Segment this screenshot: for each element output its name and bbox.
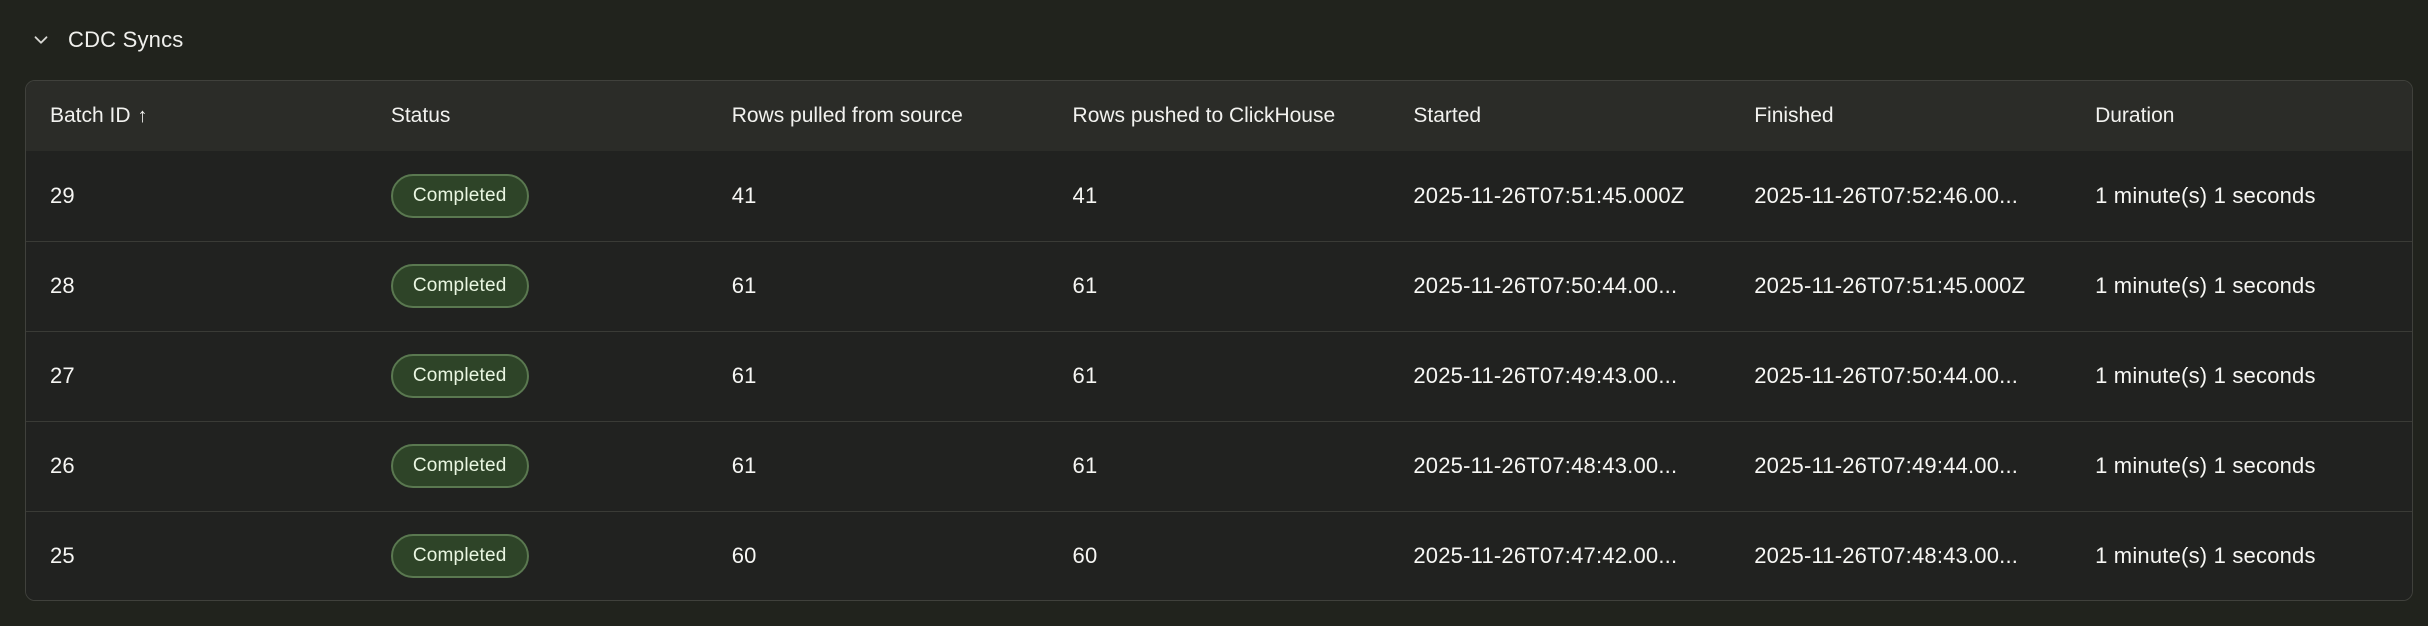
sort-ascending-icon: ↑ — [137, 105, 148, 127]
cell-rows-pushed: 61 — [1072, 273, 1098, 298]
cell-started: 2025-11-26T07:49:43.00... — [1413, 363, 1678, 388]
cell-rows-pulled: 41 — [731, 182, 757, 208]
cell-rows-pushed: 60 — [1072, 543, 1098, 569]
section-header: CDC Syncs — [0, 0, 2428, 56]
table-body: 29 Completed 41 41 2025-11-26T07:51:45.0… — [26, 151, 2412, 600]
column-header-status[interactable]: Status — [390, 104, 451, 127]
cell-rows-pushed: 41 — [1072, 182, 1098, 208]
table-row[interactable]: 29 Completed 41 41 2025-11-26T07:51:45.0… — [26, 151, 2412, 241]
cell-batch-id: 26 — [50, 453, 75, 478]
cell-rows-pushed: 61 — [1072, 363, 1098, 388]
status-badge: Completed — [390, 444, 529, 488]
column-header-rows-pulled[interactable]: Rows pulled from source — [731, 104, 963, 127]
cell-status: Completed — [367, 241, 708, 331]
cell-started: 2025-11-26T07:51:45.000Z — [1413, 182, 1685, 208]
cell-status: Completed — [367, 511, 708, 600]
table-row[interactable]: 25 Completed 60 60 2025-11-26T07:47:42.0… — [26, 511, 2412, 600]
cell-duration: 1 minute(s) 1 seconds — [2095, 182, 2316, 208]
cell-rows-pulled: 60 — [731, 543, 757, 569]
cell-started: 2025-11-26T07:47:42.00... — [1413, 543, 1678, 569]
cell-batch-id: 29 — [50, 182, 75, 208]
cell-rows-pulled: 61 — [731, 453, 757, 478]
status-badge: Completed — [390, 173, 529, 218]
column-label: Batch ID — [50, 104, 131, 127]
table-row[interactable]: 27 Completed 61 61 2025-11-26T07:49:43.0… — [26, 331, 2412, 421]
cell-finished: 2025-11-26T07:51:45.000Z — [1754, 273, 2026, 298]
status-badge: Completed — [390, 264, 529, 308]
cell-duration: 1 minute(s) 1 seconds — [2095, 453, 2316, 478]
cell-finished: 2025-11-26T07:50:44.00... — [1754, 363, 2019, 388]
column-header-duration[interactable]: Duration — [2095, 104, 2175, 127]
cell-duration: 1 minute(s) 1 seconds — [2095, 543, 2316, 569]
section-title: CDC Syncs — [68, 27, 184, 52]
cell-duration: 1 minute(s) 1 seconds — [2095, 273, 2316, 298]
cell-finished: 2025-11-26T07:52:46.00... — [1754, 182, 2019, 208]
cdc-syncs-table: Batch ID ↑ Status Rows pulled from source… — [26, 81, 2412, 600]
cell-batch-id: 27 — [50, 363, 75, 388]
cell-status: Completed — [367, 151, 708, 241]
status-badge: Completed — [390, 534, 529, 579]
column-header-finished[interactable]: Finished — [1754, 104, 1834, 127]
cell-status: Completed — [367, 421, 708, 511]
table-row[interactable]: 28 Completed 61 61 2025-11-26T07:50:44.0… — [26, 241, 2412, 331]
cell-rows-pulled: 61 — [731, 363, 757, 388]
cell-status: Completed — [367, 331, 708, 421]
column-header-rows-pushed[interactable]: Rows pushed to ClickHouse — [1072, 104, 1336, 127]
cdc-syncs-table-card: Batch ID ↑ Status Rows pulled from source… — [25, 80, 2413, 601]
table-header-row: Batch ID ↑ Status Rows pulled from source… — [26, 81, 2412, 151]
cell-finished: 2025-11-26T07:49:44.00... — [1754, 453, 2019, 478]
column-header-batch-id[interactable]: Batch ID ↑ — [26, 81, 367, 151]
cell-batch-id: 25 — [50, 543, 75, 569]
cell-batch-id: 28 — [50, 273, 75, 298]
status-badge: Completed — [390, 354, 529, 398]
cell-started: 2025-11-26T07:50:44.00... — [1413, 273, 1678, 298]
table-row[interactable]: 26 Completed 61 61 2025-11-26T07:48:43.0… — [26, 421, 2412, 511]
cell-rows-pulled: 61 — [731, 273, 757, 298]
cell-duration: 1 minute(s) 1 seconds — [2095, 363, 2316, 388]
cell-finished: 2025-11-26T07:48:43.00... — [1754, 543, 2019, 569]
column-header-started[interactable]: Started — [1413, 104, 1482, 127]
cell-started: 2025-11-26T07:48:43.00... — [1413, 453, 1678, 478]
chevron-down-icon[interactable] — [30, 29, 52, 51]
cell-rows-pushed: 61 — [1072, 453, 1098, 478]
